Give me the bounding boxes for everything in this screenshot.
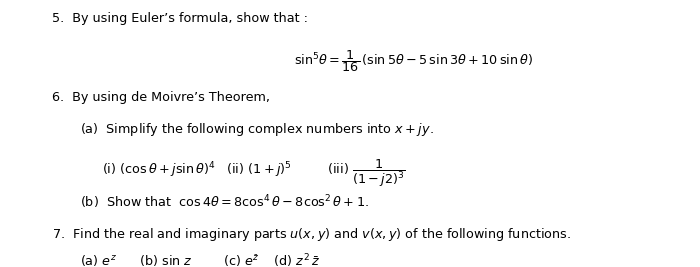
Text: (i) $(\cos\theta + j\sin\theta)^4$   (ii) $(1 + j)^5$         (iii) $\dfrac{1}{(: (i) $(\cos\theta + j\sin\theta)^4$ (ii) … [102,158,405,189]
Text: 7.  Find the real and imaginary parts $u(x, y)$ and $v(x, y)$ of the following f: 7. Find the real and imaginary parts $u(… [52,226,571,243]
Text: 5.  By using Euler’s formula, show that :: 5. By using Euler’s formula, show that : [52,12,309,25]
Text: (b)  Show that  $\cos 4\theta = 8\cos^4\theta - 8\cos^2\theta + 1.$: (b) Show that $\cos 4\theta = 8\cos^4\th… [80,194,370,211]
Text: 6.  By using de Moivre’s Theorem,: 6. By using de Moivre’s Theorem, [52,91,270,104]
Text: (a)  Simplify the following complex numbers into $x + jy$.: (a) Simplify the following complex numbe… [80,121,434,139]
Text: $\mathrm{sin}^5\theta = \dfrac{1}{16}\,(\mathrm{sin}\,5\theta - 5\,\mathrm{sin}\: $\mathrm{sin}^5\theta = \dfrac{1}{16}\,(… [294,48,533,74]
Text: (a) $e^z$      (b) sin $z$        (c) $e^{\bar{z}}$    (d) $z^2\,\bar{z}$: (a) $e^z$ (b) sin $z$ (c) $e^{\bar{z}}$ … [80,252,321,267]
